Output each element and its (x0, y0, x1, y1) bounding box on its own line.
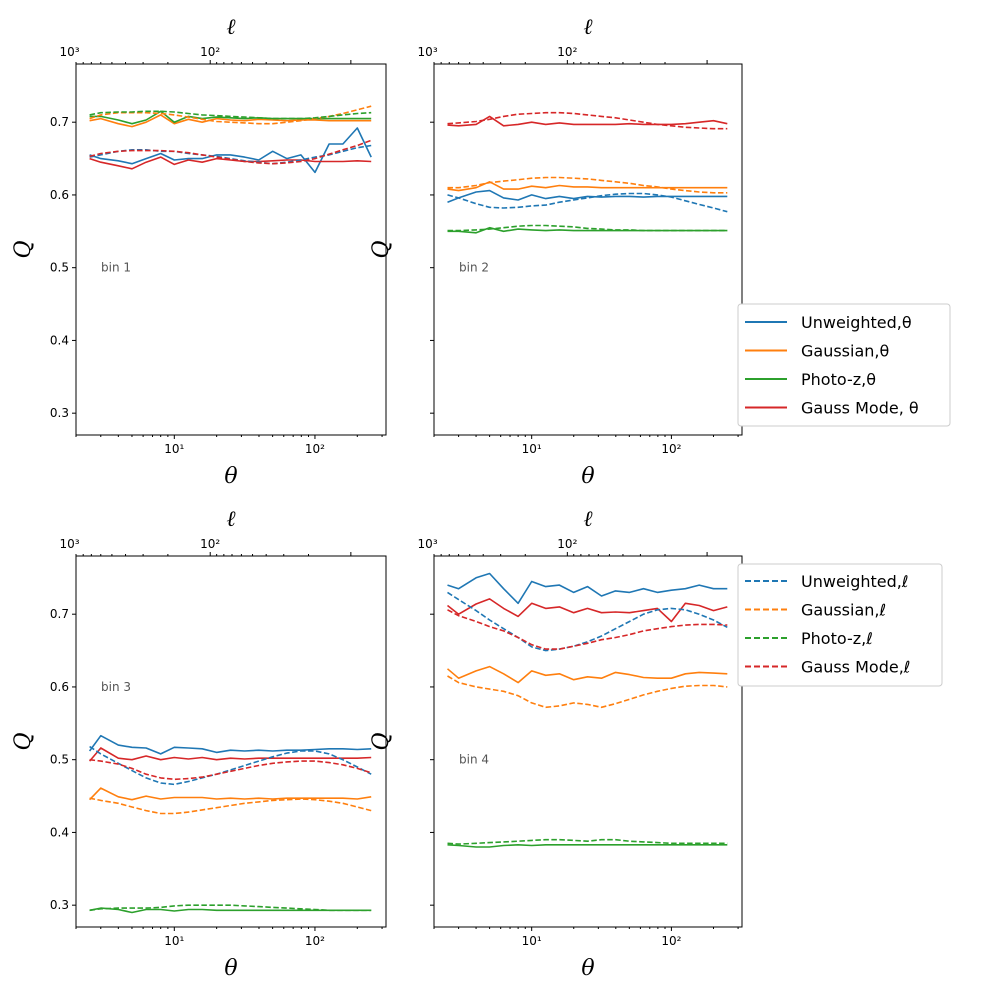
x-tick-label: 10² (305, 442, 325, 456)
bin-label: bin 1 (101, 261, 131, 275)
series-line-unweighted-ell (447, 192, 728, 213)
series-line-gaussian-theta (89, 114, 372, 128)
y-tick-label: 0.4 (50, 333, 69, 347)
x-axis-label: θ (581, 956, 594, 981)
top-x-tick-label: 10³ (418, 45, 438, 59)
top-x-tick-label: 10² (557, 537, 577, 551)
legend-label-gaussian-ell: Gaussian,ℓ (801, 601, 886, 620)
top-x-tick-label: 10³ (60, 45, 80, 59)
series-group (88, 734, 372, 914)
plot-frame (433, 555, 743, 928)
y-tick-label: 0.5 (50, 753, 69, 767)
y-tick-label: 0.6 (50, 680, 69, 694)
x-tick-label: 10² (305, 934, 325, 948)
x-axis-label: θ (224, 464, 237, 489)
series-line-gauss-mode-theta (88, 747, 372, 762)
bin-label: bin 2 (459, 261, 489, 275)
series-line-unweighted-theta (88, 734, 372, 755)
y-tick-label: 0.7 (50, 607, 69, 621)
y-axis-label: Q (369, 240, 394, 258)
top-x-axis-label: ℓ (583, 15, 593, 40)
y-tick-label: 0.3 (50, 406, 69, 420)
top-x-axis-label: ℓ (226, 507, 236, 532)
series-group (89, 105, 372, 174)
x-tick-label: 10¹ (164, 934, 184, 948)
y-tick-label: 0.7 (50, 115, 69, 129)
bin-label: bin 3 (101, 680, 131, 694)
y-tick-label: 0.3 (50, 898, 69, 912)
bin-label: bin 4 (459, 753, 489, 767)
legend-ell: Unweighted,ℓ Gaussian,ℓ Photo-z,ℓ Gauss Mod… (737, 563, 943, 687)
series-group (447, 111, 728, 234)
series-line-gaussian-ell (89, 797, 372, 815)
legend-label-gauss-mode-theta: Gauss Mode, θ (801, 399, 919, 418)
y-axis-label: Q (369, 732, 394, 750)
y-tick-label: 0.6 (50, 188, 69, 202)
x-tick-label: 10¹ (522, 442, 542, 456)
series-line-photo-z-theta (89, 110, 372, 125)
series-line-photo-z-ell (89, 110, 372, 120)
legend-label-gaussian-theta: Gaussian,θ (801, 342, 889, 361)
series-line-photo-z-ell (447, 838, 728, 845)
legend-label-photo-z-theta: Photo-z,θ (801, 370, 876, 389)
top-x-tick-label: 10³ (60, 537, 80, 551)
top-x-tick-label: 10² (557, 45, 577, 59)
x-tick-label: 10¹ (522, 934, 542, 948)
legend-ell-frame (737, 563, 943, 687)
series-line-gauss-mode-ell (447, 111, 728, 130)
series-line-unweighted-theta (447, 572, 728, 605)
legend-label-unweighted-ell: Unweighted,ℓ (801, 572, 909, 591)
plot-frame (75, 555, 387, 928)
series-line-photo-z-ell (447, 224, 728, 232)
series-line-photo-z-theta (447, 843, 728, 848)
legend-label-gauss-mode-ell: Gauss Mode,ℓ (801, 658, 910, 677)
series-line-unweighted-theta (447, 189, 728, 203)
series-line-gauss-mode-ell (89, 139, 372, 165)
y-axis-label: Q (11, 240, 36, 258)
series-line-gauss-mode-ell (447, 609, 728, 650)
x-axis-label: θ (224, 956, 237, 981)
series-line-unweighted-theta (89, 127, 372, 174)
series-line-gauss-mode-theta (447, 115, 728, 127)
series-line-gaussian-ell (447, 176, 728, 194)
legend-label-photo-z-ell: Photo-z,ℓ (801, 629, 873, 648)
series-line-gauss-mode-theta (89, 156, 372, 170)
series-line-gaussian-theta (447, 181, 728, 192)
plot-frame (75, 63, 387, 436)
x-tick-label: 10¹ (164, 442, 184, 456)
series-line-gauss-mode-ell (89, 758, 372, 781)
x-axis-label: θ (581, 464, 594, 489)
legend-label-unweighted-theta: Unweighted,θ (801, 313, 912, 332)
y-tick-label: 0.4 (50, 825, 69, 839)
series-line-photo-z-ell (89, 904, 372, 912)
x-tick-label: 10² (661, 442, 681, 456)
top-x-axis-label: ℓ (583, 507, 593, 532)
top-x-tick-label: 10² (200, 45, 220, 59)
series-line-gaussian-theta (89, 787, 372, 801)
series-line-unweighted-ell (447, 591, 728, 652)
y-tick-label: 0.5 (50, 261, 69, 275)
legend-theta-frame (737, 303, 951, 427)
x-tick-label: 10² (661, 934, 681, 948)
series-line-gaussian-ell (447, 675, 728, 709)
series-line-unweighted-ell (89, 745, 372, 786)
plot-frame (433, 63, 743, 436)
series-group (446, 572, 728, 848)
y-axis-label: Q (11, 732, 36, 750)
top-x-axis-label: ℓ (226, 15, 236, 40)
top-x-tick-label: 10² (200, 537, 220, 551)
top-x-tick-label: 10³ (418, 537, 438, 551)
series-line-gaussian-theta (446, 665, 728, 684)
legend-theta: Unweighted,θ Gaussian,θ Photo-z,θ Gauss Mod… (737, 303, 951, 427)
